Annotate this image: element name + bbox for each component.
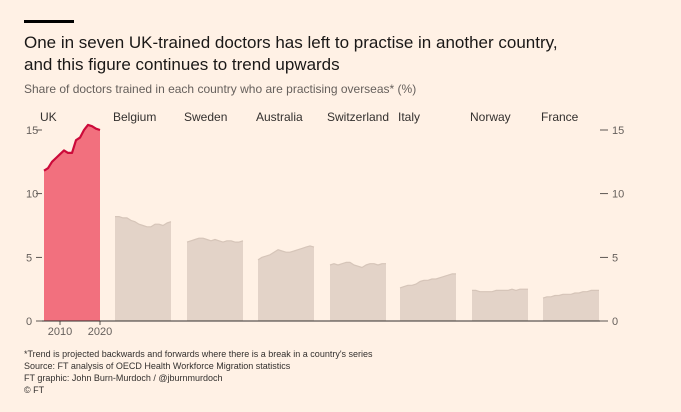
panel-label-belgium: Belgium	[113, 110, 156, 124]
line-norway	[472, 288, 528, 293]
panel-label-switzerland: Switzerland	[327, 110, 389, 124]
line-france	[542, 289, 599, 299]
area-australia	[258, 245, 314, 321]
panel-label-france: France	[541, 110, 579, 124]
panel-label-norway: Norway	[470, 110, 511, 124]
x-tick-label-2010: 2010	[48, 326, 72, 338]
panel-label-italy: Italy	[398, 110, 420, 124]
line-switzerland	[329, 261, 386, 269]
x-tick-label-2020: 2020	[88, 326, 112, 338]
line-australia	[257, 245, 315, 261]
panel-label-australia: Australia	[256, 110, 303, 124]
area-sweden	[187, 238, 243, 321]
line-belgium	[115, 216, 172, 228]
line-sweden	[186, 237, 244, 243]
footnote: *Trend is projected backwards and forwar…	[24, 349, 373, 359]
y-tick-label-left-15: 15	[26, 125, 38, 137]
area-france	[543, 290, 599, 321]
y-tick-label-right-0: 0	[612, 316, 618, 328]
top-rule	[24, 20, 74, 23]
y-tick-label-left-0: 0	[26, 316, 32, 328]
chart-subtitle: Share of doctors trained in each country…	[24, 82, 417, 96]
y-tick-label-left-10: 10	[26, 189, 38, 201]
area-norway	[472, 289, 528, 321]
line-uk	[43, 123, 101, 172]
area-italy	[400, 273, 456, 321]
area-belgium	[115, 216, 171, 321]
line-italy	[399, 273, 456, 289]
y-tick-label-right-15: 15	[612, 125, 624, 137]
y-tick-label-right-5: 5	[612, 252, 618, 264]
chart-title-line-2: and this figure continues to trend upwar…	[24, 55, 340, 74]
footer: *Trend is projected backwards and forwar…	[24, 348, 373, 396]
chart-title-line-1: One in seven UK-trained doctors has left…	[24, 33, 558, 52]
chart-title: One in seven UK-trained doctors has left…	[24, 32, 644, 76]
panel-label-sweden: Sweden	[184, 110, 227, 124]
y-tick-label-right-10: 10	[612, 189, 624, 201]
area-uk	[44, 124, 100, 322]
graphic-credit: FT graphic: John Burn-Murdoch / @jburnmu…	[24, 373, 223, 383]
copyright: © FT	[24, 385, 45, 395]
y-tick-label-left-5: 5	[26, 252, 32, 264]
panel-label-uk: UK	[40, 110, 57, 124]
area-switzerland	[330, 262, 386, 321]
source-note: Source: FT analysis of OECD Health Workf…	[24, 361, 291, 371]
